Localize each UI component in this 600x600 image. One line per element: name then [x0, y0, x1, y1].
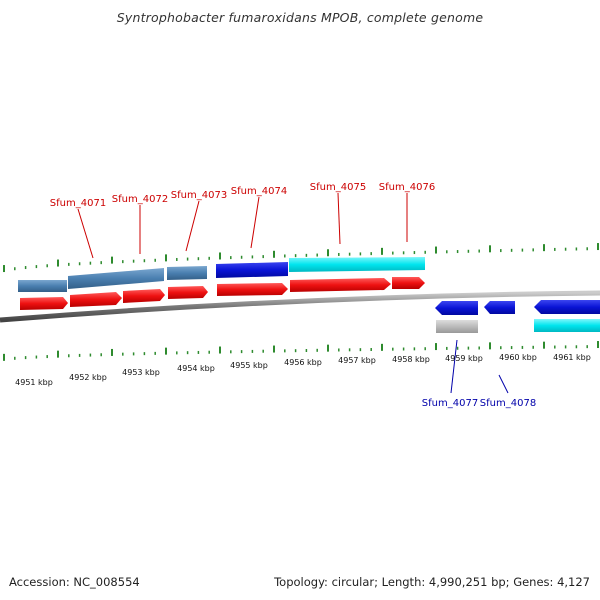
reverse-cds-row [435, 300, 600, 333]
gene-feature [68, 268, 164, 289]
gene-label: Sfum_4077 [422, 398, 478, 409]
cds-arrow-reverse [484, 301, 515, 314]
forward-gene-row [18, 257, 425, 292]
kbp-label: 4960 kbp [499, 353, 537, 362]
kbp-label: 4957 kbp [338, 356, 376, 365]
cds-arrow [123, 289, 165, 303]
page-title: Syntrophobacter fumaroxidans MPOB, compl… [116, 10, 484, 25]
gene-label: Sfum_4074 [231, 186, 287, 197]
kbp-label: 4955 kbp [230, 361, 268, 370]
kbp-label: 4961 kbp [553, 353, 591, 362]
upper-tick-row [3, 243, 599, 273]
gene-label: Sfum_4075 [310, 182, 366, 193]
kbp-label: 4958 kbp [392, 355, 430, 364]
label-leader [77, 208, 94, 259]
gene-label: Sfum_4072 [112, 194, 168, 205]
cds-arrow [20, 297, 68, 310]
gene-feature [289, 257, 425, 272]
cds-arrow-reverse [435, 301, 478, 315]
gene-feature [167, 266, 207, 280]
gene-label: Sfum_4076 [379, 182, 435, 193]
cds-arrow [392, 277, 425, 289]
kbp-label: 4956 kbp [284, 358, 322, 367]
cds-arrow [70, 292, 122, 307]
label-leader [450, 339, 458, 394]
gene-label: Sfum_4078 [480, 398, 536, 409]
label-leader [337, 192, 341, 245]
kbp-label: 4951 kbp [15, 378, 53, 387]
gene-feature [216, 262, 288, 278]
bottom-gene-labels: Sfum_4077 Sfum_4078 [422, 339, 536, 409]
gene-feature [534, 319, 600, 332]
kbp-label: 4953 kbp [122, 368, 160, 377]
genome-backbone [0, 290, 600, 323]
cds-arrow-reverse [534, 300, 600, 314]
gene-feature [18, 280, 67, 292]
lower-tick-row [3, 341, 599, 361]
kbp-scale-labels: 4951 kbp 4952 kbp 4953 kbp 4954 kbp 4955… [15, 353, 591, 387]
cds-arrow [168, 286, 208, 299]
gene-label: Sfum_4073 [171, 190, 227, 201]
label-leader [498, 374, 509, 394]
cds-arrow [217, 283, 288, 296]
accession-text: Accession: NC_008554 [9, 575, 140, 589]
label-leader [250, 196, 260, 249]
kbp-label: 4954 kbp [177, 364, 215, 373]
gene-label: Sfum_4071 [50, 198, 106, 209]
kbp-label: 4959 kbp [445, 354, 483, 363]
cds-arrow [290, 278, 391, 292]
kbp-label: 4952 kbp [69, 373, 107, 382]
topology-text: Topology: circular; Length: 4,990,251 bp… [274, 575, 590, 589]
top-gene-labels: Sfum_4071 Sfum_4072 Sfum_4073 Sfum_4074 … [50, 182, 435, 259]
gene-feature [436, 320, 478, 333]
forward-cds-row [20, 277, 425, 310]
label-leader [185, 200, 200, 252]
